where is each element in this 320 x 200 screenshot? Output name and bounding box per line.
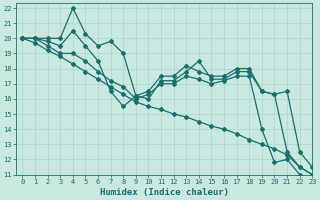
X-axis label: Humidex (Indice chaleur): Humidex (Indice chaleur): [100, 188, 229, 197]
